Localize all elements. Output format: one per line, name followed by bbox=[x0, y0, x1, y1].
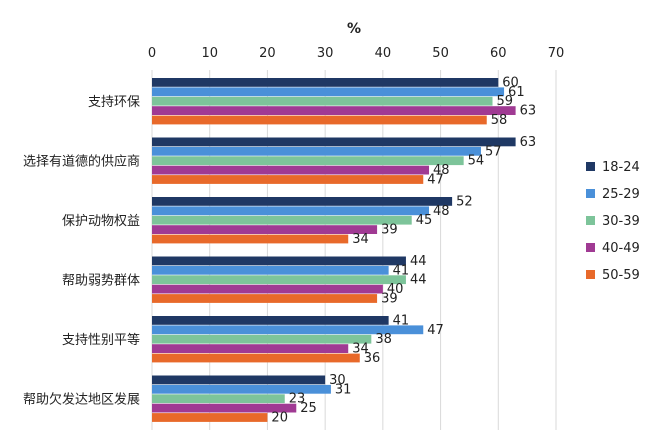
legend-label: 18-24 bbox=[602, 160, 640, 175]
data-label: 63 bbox=[520, 135, 537, 150]
data-label: 47 bbox=[427, 173, 444, 188]
bar bbox=[152, 175, 424, 184]
bar bbox=[152, 403, 297, 413]
data-label: 52 bbox=[456, 194, 473, 209]
bar bbox=[152, 284, 383, 294]
data-label: 57 bbox=[485, 144, 502, 159]
data-label: 63 bbox=[520, 104, 537, 119]
bar bbox=[152, 225, 378, 234]
data-label: 36 bbox=[364, 351, 381, 366]
data-label: 44 bbox=[410, 254, 427, 269]
legend-label: 30-39 bbox=[602, 214, 640, 229]
x-tick-label: 40 bbox=[375, 46, 392, 61]
data-label: 47 bbox=[427, 323, 444, 338]
category-label: 保护动物权益 bbox=[62, 213, 140, 229]
bar bbox=[152, 106, 516, 115]
data-label: 48 bbox=[433, 204, 450, 219]
bar bbox=[152, 206, 430, 216]
data-label: 41 bbox=[393, 263, 410, 278]
bar bbox=[152, 325, 424, 335]
bar bbox=[152, 394, 285, 404]
bar bbox=[152, 96, 493, 106]
x-axis-label: % bbox=[347, 21, 361, 37]
data-label: 34 bbox=[352, 232, 369, 247]
bar bbox=[152, 316, 389, 325]
bar bbox=[152, 256, 406, 266]
gridlines bbox=[151, 70, 557, 430]
legend-label: 50-59 bbox=[602, 268, 640, 283]
data-label: 59 bbox=[497, 94, 514, 109]
x-tick-label: 70 bbox=[548, 46, 565, 61]
x-tick-label: 10 bbox=[201, 46, 218, 61]
x-tick-label: 0 bbox=[148, 46, 156, 61]
category-label: 支持性别平等 bbox=[62, 332, 140, 348]
data-label: 31 bbox=[335, 382, 352, 397]
data-label: 58 bbox=[491, 113, 508, 128]
data-label: 39 bbox=[381, 292, 398, 307]
data-label: 40 bbox=[387, 282, 404, 297]
bar bbox=[152, 353, 360, 363]
bar bbox=[152, 115, 487, 125]
category-label: 支持环保 bbox=[88, 95, 140, 110]
data-label: 25 bbox=[300, 401, 317, 416]
x-tick-label: 20 bbox=[259, 46, 276, 61]
bar bbox=[152, 234, 349, 244]
x-tick-labels: 0 10 20 30 40 50 60 70 bbox=[148, 46, 564, 61]
bar bbox=[152, 413, 268, 422]
bars bbox=[152, 78, 516, 422]
data-label: 60 bbox=[502, 75, 519, 90]
x-tick-label: 30 bbox=[317, 46, 334, 61]
x-tick-label: 50 bbox=[432, 46, 449, 61]
data-label: 48 bbox=[433, 163, 450, 178]
data-labels: 6061596358635754484752484539344441444039… bbox=[271, 75, 536, 425]
bar bbox=[152, 375, 326, 385]
bar bbox=[152, 137, 516, 147]
legend-label: 40-49 bbox=[602, 241, 640, 256]
data-label: 41 bbox=[393, 313, 410, 328]
category-label: 帮助弱势群体 bbox=[62, 273, 140, 289]
bar bbox=[152, 78, 499, 87]
bar bbox=[152, 275, 406, 285]
legend-swatch bbox=[586, 270, 595, 279]
data-label: 39 bbox=[381, 223, 398, 238]
legend: 18-24 25-29 30-39 40-49 50-59 bbox=[586, 160, 640, 283]
legend-swatch bbox=[586, 162, 595, 171]
bar bbox=[152, 197, 453, 206]
data-label: 34 bbox=[352, 342, 369, 357]
category-label: 帮助欠发达地区发展 bbox=[23, 392, 140, 408]
x-tick-label: 60 bbox=[490, 46, 507, 61]
bar bbox=[152, 384, 331, 394]
bar bbox=[152, 265, 389, 275]
bar bbox=[152, 294, 378, 303]
data-label: 23 bbox=[289, 392, 306, 407]
bar bbox=[152, 215, 412, 225]
category-label: 选择有道德的供应商 bbox=[23, 154, 140, 170]
data-label: 54 bbox=[468, 154, 485, 169]
legend-swatch bbox=[586, 189, 595, 198]
bar bbox=[152, 165, 430, 175]
data-label: 45 bbox=[416, 213, 433, 228]
data-label: 20 bbox=[271, 411, 288, 426]
data-label: 61 bbox=[508, 85, 525, 100]
legend-swatch bbox=[586, 243, 595, 252]
bar bbox=[152, 156, 464, 166]
bar bbox=[152, 344, 349, 353]
data-label: 44 bbox=[410, 273, 427, 288]
bar bbox=[152, 334, 372, 344]
data-label: 30 bbox=[329, 373, 346, 388]
bar bbox=[152, 87, 505, 97]
legend-swatch bbox=[586, 216, 595, 225]
bar bbox=[152, 146, 481, 156]
data-label: 38 bbox=[375, 332, 392, 347]
legend-label: 25-29 bbox=[602, 187, 640, 202]
